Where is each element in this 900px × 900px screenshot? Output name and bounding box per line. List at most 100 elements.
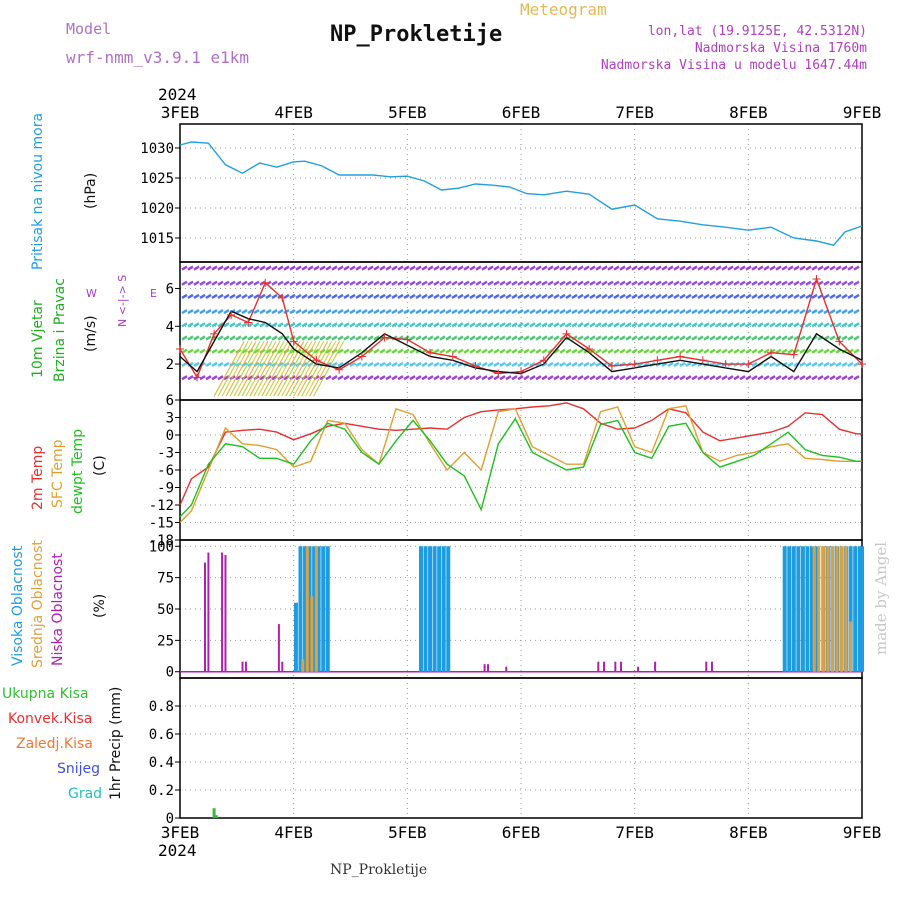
- y-tick-label: 0: [166, 665, 174, 681]
- y-tick-label: -6: [157, 463, 174, 479]
- mid-cloud-bar: [830, 546, 834, 672]
- wind-barb-strong: [237, 341, 269, 397]
- y-tick-label: 75: [157, 571, 174, 587]
- y-tick-label: 0.6: [149, 727, 174, 743]
- low-cloud-bar: [204, 562, 207, 672]
- wind-gust-marker: [261, 278, 270, 287]
- wind-barb-strong: [213, 341, 245, 397]
- low-cloud-bar: [505, 666, 508, 672]
- wind-barb-strong: [305, 341, 337, 397]
- wind-gust-marker: [312, 356, 321, 365]
- wind-gust-marker: [858, 360, 866, 369]
- y-tick-label: -9: [157, 481, 174, 497]
- mid-cloud-bar: [849, 621, 853, 672]
- wind-gust-marker: [835, 337, 844, 346]
- low-cloud-bar: [654, 661, 657, 672]
- y-tick-label: 1030: [140, 141, 174, 157]
- panel-frame: [179, 677, 863, 819]
- pressure-line: [179, 141, 863, 246]
- wind-barb-strong: [277, 341, 309, 397]
- x-tick-label-bottom: 4FEB: [274, 823, 313, 842]
- high-cloud-bar: [446, 546, 451, 672]
- wind-barb-strong: [265, 341, 297, 397]
- low-cloud-bar: [241, 661, 244, 672]
- wind-barb-strong: [285, 341, 317, 397]
- high-cloud-bar: [307, 546, 312, 672]
- low-cloud-bar: [602, 661, 605, 672]
- y-tick-label: 1025: [140, 171, 174, 187]
- wind-gust-marker: [176, 344, 184, 353]
- high-cloud-bar: [312, 546, 317, 672]
- wind-barb-strong: [301, 341, 333, 397]
- high-cloud-bar: [782, 546, 787, 672]
- dewpoint-line: [179, 417, 862, 518]
- wind-barb-band: [181, 293, 860, 299]
- low-cloud-bar: [620, 661, 623, 672]
- y-tick-label: 3: [166, 411, 174, 427]
- low-cloud-bar: [207, 552, 210, 672]
- y-tick-label: -12: [149, 498, 174, 514]
- high-cloud-bar: [303, 546, 308, 672]
- low-cloud-bar: [637, 666, 640, 672]
- high-cloud-bar: [805, 546, 810, 672]
- wind-gust-marker: [244, 318, 253, 327]
- mid-cloud-bar: [835, 546, 839, 672]
- wind-gust-marker: [539, 356, 548, 365]
- wind-barb-strong: [241, 341, 273, 397]
- low-cloud-bar: [224, 555, 227, 672]
- high-cloud-bar: [814, 546, 819, 672]
- wind-barb-strong: [249, 341, 281, 397]
- wind-gust-marker: [812, 275, 821, 284]
- wind-gust-marker: [289, 337, 298, 346]
- wind-barb-strong: [225, 341, 257, 397]
- wind-barb-strong: [293, 341, 325, 397]
- mid-cloud-bar: [826, 546, 830, 672]
- wind-barb-strong: [289, 341, 321, 397]
- chart-title: NP_Prokletije: [330, 22, 503, 47]
- mid-cloud-bar: [314, 546, 318, 672]
- high-cloud-bar: [787, 546, 792, 672]
- precip-bar: [212, 808, 216, 818]
- wind-gust-marker: [517, 367, 525, 376]
- y-tick-label: 0.4: [149, 755, 174, 771]
- mid-cloud-bar: [844, 546, 848, 672]
- y-tick-label: -3: [157, 446, 174, 462]
- wind-barb-band: [181, 335, 860, 341]
- wind-gust-marker: [630, 360, 639, 369]
- y-tick-label: 6: [166, 393, 174, 409]
- y-tick-label: 1015: [140, 231, 174, 247]
- wind-barb-strong: [233, 341, 265, 397]
- wind-gust-marker: [744, 360, 753, 369]
- y-tick-label: -15: [149, 516, 174, 532]
- y-tick-label: 4: [166, 319, 174, 335]
- legend-total-rain: Ukupna Kisa: [2, 686, 89, 702]
- high-cloud-bar: [791, 546, 796, 672]
- y-tick-label: 25: [157, 633, 174, 649]
- high-cloud-bar: [325, 546, 330, 672]
- precip-bar: [214, 815, 218, 818]
- low-cloud-bar: [487, 664, 490, 672]
- wind-barb-strong: [257, 341, 289, 397]
- wind-compass-west: W: [86, 287, 97, 300]
- wind-gust-marker: [676, 352, 685, 361]
- wind-gust-marker: [653, 356, 662, 365]
- y-tick-label: 100: [149, 539, 174, 555]
- wind-gust-marker: [562, 329, 571, 338]
- year-label-top: 2024: [158, 85, 197, 104]
- high-cloud-bar: [796, 546, 801, 672]
- wind-barb-strong: [261, 341, 293, 397]
- low-cloud-bar: [614, 661, 617, 672]
- wind-barb-strong: [253, 341, 285, 397]
- wind-gust-marker: [357, 352, 366, 361]
- wind-gust-marker: [494, 369, 503, 378]
- x-tick-label-bottom: 9FEB: [843, 823, 882, 842]
- x-tick-label-bottom: 5FEB: [388, 823, 427, 842]
- high-cloud-bar: [860, 546, 864, 672]
- low-cloud-bar: [244, 661, 247, 672]
- wind-barb-strong: [313, 341, 345, 397]
- y-tick-label: 1020: [140, 201, 174, 217]
- y-tick-label: 0: [166, 428, 174, 444]
- x-tick-label-top: 8FEB: [729, 103, 768, 122]
- high-cloud-bar: [321, 546, 326, 672]
- model-name: wrf-nmm_v3.9.1 e1km: [66, 48, 250, 67]
